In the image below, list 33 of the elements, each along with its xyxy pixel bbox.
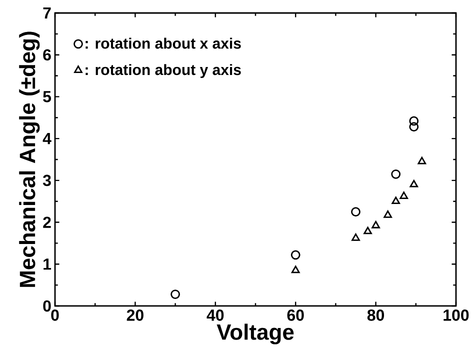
point	[391, 169, 401, 179]
point	[351, 207, 360, 217]
legend-label: : rotation about y axis	[86, 64, 241, 78]
y-tick-label: 4	[42, 133, 52, 144]
point	[410, 180, 418, 188]
point	[418, 156, 426, 164]
x-axis-title: Voltage	[216, 324, 294, 344]
point	[409, 122, 419, 132]
x-tick-label: 100	[444, 310, 469, 321]
y-tick-label: 5	[43, 91, 52, 102]
y-tick-label: 0	[43, 300, 51, 312]
point	[290, 250, 300, 260]
y-tick-label: 7	[43, 7, 51, 19]
x-tick-label: 40	[206, 310, 224, 321]
y-tick-label: 3	[42, 174, 51, 186]
point	[364, 226, 372, 234]
y-tick-label: 6	[43, 49, 51, 61]
x-tick-label: 60	[287, 310, 304, 321]
legend-label: : rotation about x axis	[86, 38, 241, 49]
x-tick-label: 80	[367, 310, 384, 321]
point	[291, 266, 300, 274]
point	[400, 192, 408, 200]
y-axis-title: Mechanical Angle (±deg)	[19, 32, 40, 287]
point	[170, 290, 180, 299]
point	[409, 116, 419, 126]
point	[392, 196, 400, 204]
y-tick-label: 2	[43, 216, 51, 228]
x-tick-label: 0	[51, 310, 59, 321]
point	[352, 233, 360, 241]
point	[384, 210, 392, 218]
x-tick-label: 20	[126, 310, 144, 321]
point	[372, 220, 380, 228]
y-tick-label: 1	[44, 258, 52, 270]
